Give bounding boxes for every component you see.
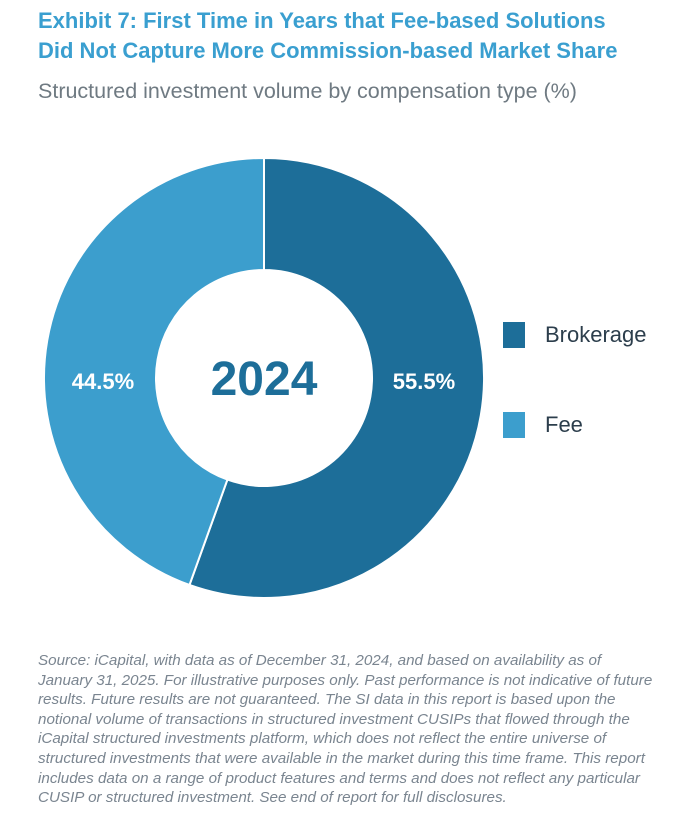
- legend-item-brokerage: Brokerage: [503, 320, 647, 350]
- donut-segment-fee: [43, 156, 265, 587]
- legend-label-brokerage: Brokerage: [545, 322, 647, 347]
- chart-legend: Brokerage Fee: [503, 320, 647, 500]
- center-year-label: 2024: [211, 353, 318, 406]
- chart-title: Exhibit 7: First Time in Years that Fee-…: [38, 6, 678, 66]
- legend-swatch-brokerage: [503, 322, 525, 348]
- fee-percent-label: 44.5%: [72, 369, 134, 394]
- donut-chart: 2024 55.5% 44.5%: [43, 156, 485, 599]
- legend-swatch-fee: [503, 412, 525, 438]
- donut-segment-brokerage: [188, 156, 485, 599]
- chart-subtitle: Structured investment volume by compensa…: [38, 79, 577, 103]
- chart-title-line-2: Did Not Capture More Commission-based Ma…: [38, 38, 618, 63]
- source-footnote: Source: iCapital, with data as of Decemb…: [38, 652, 653, 807]
- legend-item-fee: Fee: [503, 410, 647, 440]
- brokerage-percent-label: 55.5%: [393, 369, 455, 394]
- legend-label-fee: Fee: [545, 412, 583, 437]
- chart-title-line-1: Exhibit 7: First Time in Years that Fee-…: [38, 8, 606, 33]
